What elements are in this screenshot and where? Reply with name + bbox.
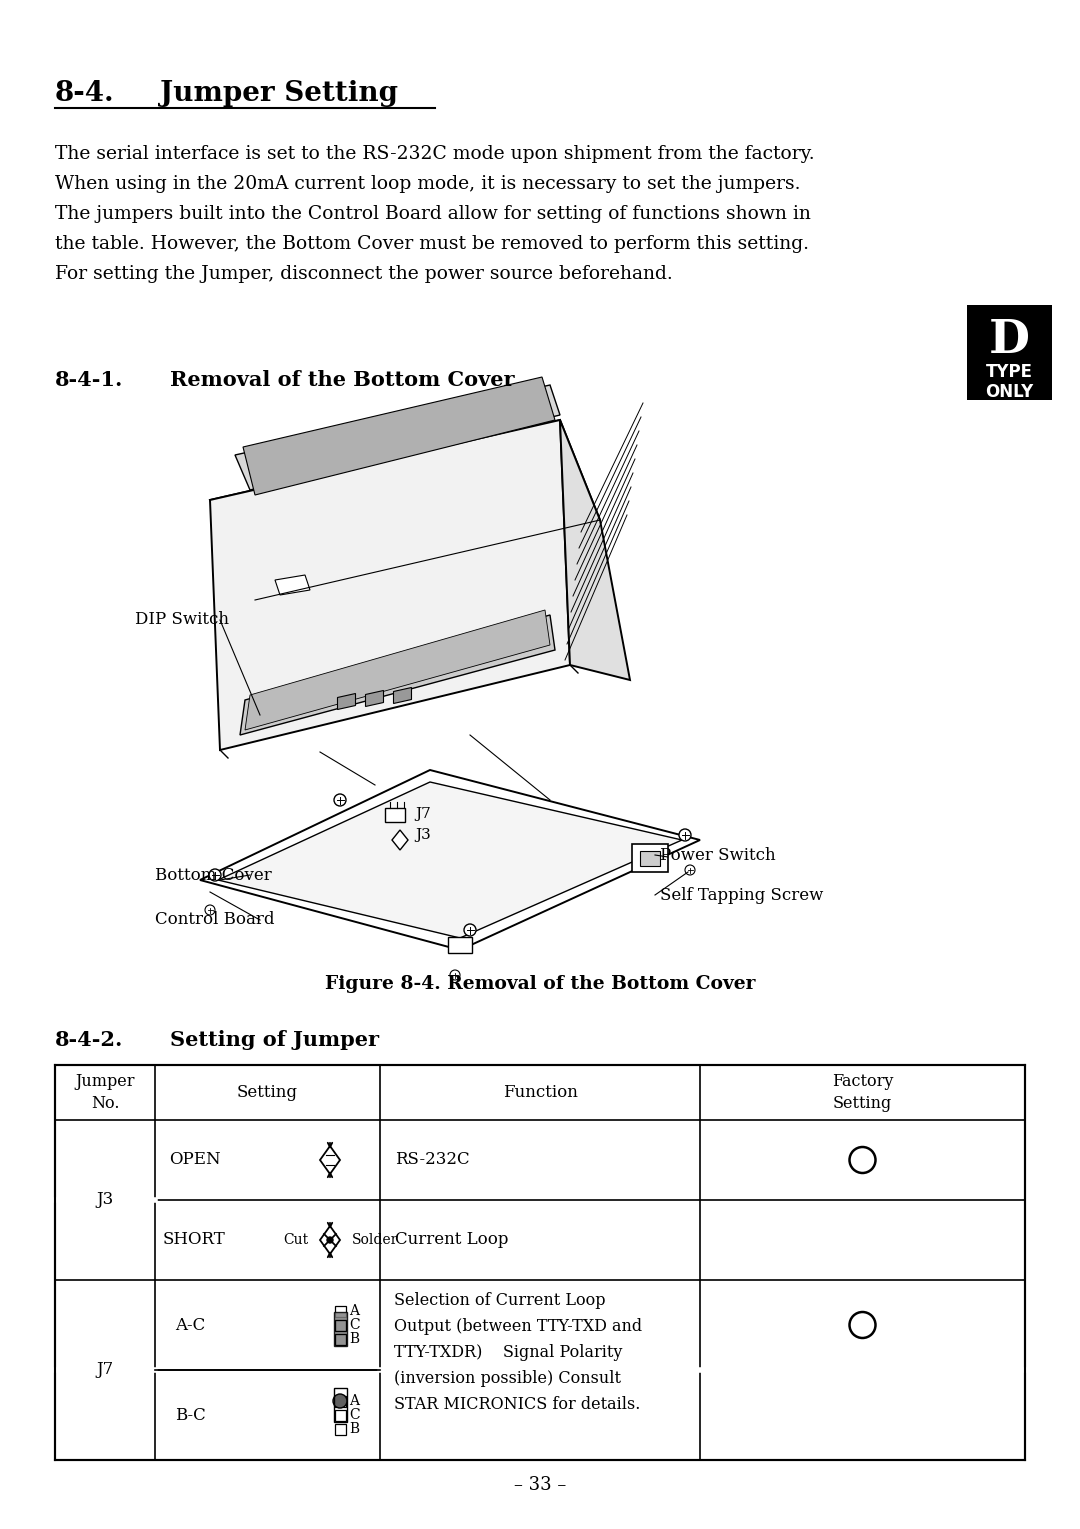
Bar <box>335 1410 346 1420</box>
Polygon shape <box>365 691 383 706</box>
Text: Selection of Current Loop: Selection of Current Loop <box>394 1292 606 1309</box>
Text: Bottom Cover: Bottom Cover <box>156 867 272 884</box>
Polygon shape <box>243 378 555 495</box>
Bar <box>55 1066 1025 1460</box>
Bar <box>335 1333 346 1344</box>
Text: Jumper Setting: Jumper Setting <box>160 80 399 107</box>
Text: Self Tapping Screw: Self Tapping Screw <box>660 887 823 904</box>
Polygon shape <box>210 420 600 599</box>
Text: 8-4-2.: 8-4-2. <box>55 1031 123 1050</box>
Text: TTY-TXDR)    Signal Polarity: TTY-TXDR) Signal Polarity <box>394 1344 622 1361</box>
Bar <box>335 1396 346 1407</box>
Polygon shape <box>275 575 310 595</box>
Text: DIP Switch: DIP Switch <box>135 612 229 628</box>
Bar <box>335 1320 346 1330</box>
Text: Function: Function <box>502 1084 578 1101</box>
Text: Factory
Setting: Factory Setting <box>832 1073 893 1112</box>
Circle shape <box>334 794 346 806</box>
Bar <box>335 1306 346 1316</box>
Polygon shape <box>320 1226 340 1254</box>
Text: J3: J3 <box>96 1191 113 1208</box>
Bar <box>334 1388 347 1422</box>
Text: B: B <box>350 1422 360 1436</box>
Text: STAR MICRONICS for details.: STAR MICRONICS for details. <box>394 1396 640 1413</box>
Polygon shape <box>392 830 408 850</box>
Text: TYPE: TYPE <box>986 362 1032 381</box>
Text: Cut: Cut <box>283 1232 308 1248</box>
Text: C: C <box>350 1318 360 1332</box>
Circle shape <box>327 1237 333 1243</box>
Text: ONLY: ONLY <box>985 382 1034 401</box>
Text: The jumpers built into the Control Board allow for setting of functions shown in: The jumpers built into the Control Board… <box>55 205 811 223</box>
Polygon shape <box>218 781 681 937</box>
Circle shape <box>679 829 691 841</box>
Polygon shape <box>561 420 630 680</box>
Text: When using in the 20mA current loop mode, it is necessary to set the jumpers.: When using in the 20mA current loop mode… <box>55 174 800 193</box>
Circle shape <box>464 924 476 936</box>
Bar <box>632 844 669 872</box>
Polygon shape <box>200 771 700 950</box>
Text: J3: J3 <box>415 829 431 842</box>
Text: Jumper
No.: Jumper No. <box>76 1073 135 1112</box>
Bar <box>334 1312 347 1346</box>
Text: J7: J7 <box>415 807 431 821</box>
Text: 8-4-1.: 8-4-1. <box>55 370 123 390</box>
Text: OPEN: OPEN <box>168 1151 220 1168</box>
Text: the table. However, the Bottom Cover must be removed to perform this setting.: the table. However, the Bottom Cover mus… <box>55 235 809 252</box>
Polygon shape <box>337 694 355 709</box>
Text: A: A <box>350 1304 360 1318</box>
Text: B-C: B-C <box>175 1407 206 1423</box>
Text: Removal of the Bottom Cover: Removal of the Bottom Cover <box>170 370 514 390</box>
Polygon shape <box>393 688 411 703</box>
Text: Figure 8-4. Removal of the Bottom Cover: Figure 8-4. Removal of the Bottom Cover <box>325 976 755 992</box>
Circle shape <box>205 905 215 914</box>
Bar <box>967 304 1052 401</box>
Text: Setting: Setting <box>237 1084 298 1101</box>
Polygon shape <box>320 1147 340 1174</box>
Text: (inversion possible) Consult: (inversion possible) Consult <box>394 1370 621 1387</box>
Circle shape <box>333 1394 347 1408</box>
Polygon shape <box>240 615 555 735</box>
Text: Output (between TTY-TXD and: Output (between TTY-TXD and <box>394 1318 643 1335</box>
Bar <box>384 807 405 823</box>
Bar <box>335 1423 346 1434</box>
Circle shape <box>450 969 460 980</box>
Bar <box>448 937 472 953</box>
Polygon shape <box>245 610 550 729</box>
Text: Solder: Solder <box>352 1232 399 1248</box>
Circle shape <box>685 865 696 875</box>
Text: B: B <box>350 1332 360 1346</box>
Text: SHORT: SHORT <box>163 1231 226 1249</box>
Circle shape <box>210 868 221 881</box>
Polygon shape <box>235 385 561 489</box>
Text: C: C <box>350 1408 360 1422</box>
Text: D: D <box>989 317 1030 362</box>
Text: The serial interface is set to the RS-232C mode upon shipment from the factory.: The serial interface is set to the RS-23… <box>55 145 814 164</box>
Text: Current Loop: Current Loop <box>395 1231 509 1249</box>
Bar <box>335 1333 346 1344</box>
Text: For setting the Jumper, disconnect the power source beforehand.: For setting the Jumper, disconnect the p… <box>55 265 673 283</box>
Text: 8-4.: 8-4. <box>55 80 114 107</box>
Polygon shape <box>210 420 570 751</box>
Text: Setting of Jumper: Setting of Jumper <box>170 1031 379 1050</box>
Bar <box>640 852 660 865</box>
Text: RS-232C: RS-232C <box>395 1151 470 1168</box>
Text: A-C: A-C <box>175 1316 205 1333</box>
Bar <box>335 1320 346 1330</box>
Text: Control Board: Control Board <box>156 911 274 928</box>
Text: A: A <box>350 1394 360 1408</box>
Text: Power Switch: Power Switch <box>660 847 775 864</box>
Text: – 33 –: – 33 – <box>514 1475 566 1494</box>
Text: J7: J7 <box>96 1361 113 1379</box>
